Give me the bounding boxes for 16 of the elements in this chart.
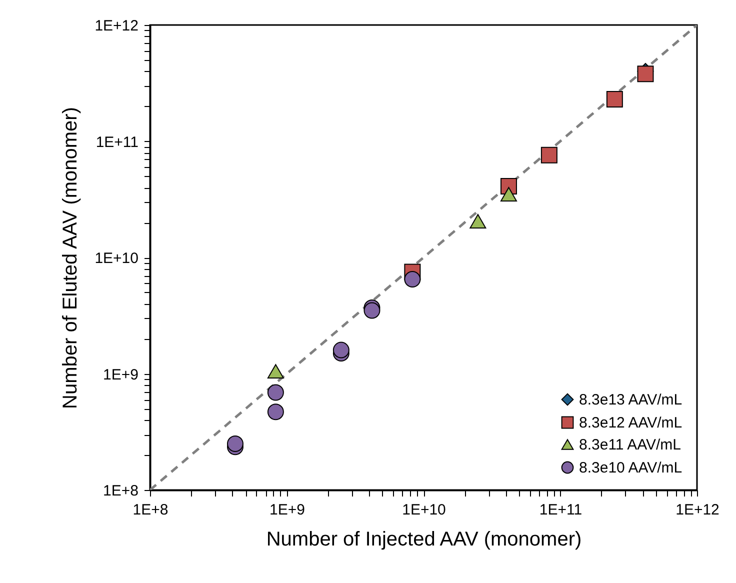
legend-label: 8.3e11 AAV/mL [579,436,682,454]
x-tick-label: 1E+11 [539,502,582,518]
x-tick-label: 1E+12 [676,502,720,518]
legend-label: 8.3e12 AAV/mL [579,414,682,432]
x-axis-title: Number of Injected AAV (monomer) [266,528,582,550]
y-tick-label: 1E+11 [96,134,138,151]
x-tick-label: 1E+8 [132,502,168,518]
y-tick-label: 1E+9 [103,366,138,384]
y-tick-label: 1E+10 [94,250,138,267]
x-tick-label: 1E+9 [270,502,305,518]
x-tick-label: 1E+10 [402,502,446,518]
legend-label: 8.3e13 AAV/mL [579,392,682,408]
y-axis-title: Number of Eluted AAV (monomer) [60,107,82,409]
y-tick-label: 1E+8 [103,482,138,500]
y-tick-label: 1E+12 [94,18,138,34]
legend-label: 8.3e10 AAV/mL [579,460,682,476]
